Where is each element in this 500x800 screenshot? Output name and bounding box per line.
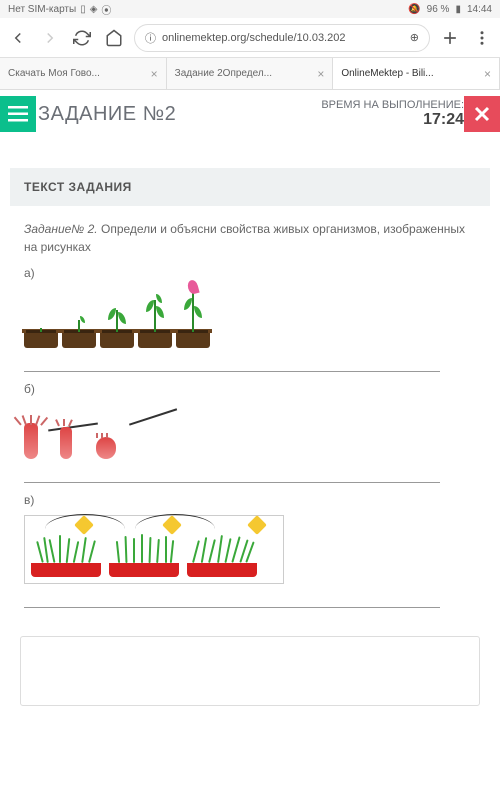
- figure-hydra: [24, 404, 476, 459]
- new-tab-button[interactable]: [438, 26, 462, 50]
- back-button[interactable]: [6, 26, 30, 50]
- task-header: ЗАДАНИЕ №2 ВРЕМЯ НА ВЫПОЛНЕНИЕ: 17:24: [0, 90, 500, 138]
- subsection-c: в): [24, 491, 476, 608]
- timer-block: ВРЕМЯ НА ВЫПОЛНЕНИЕ: 17:24: [321, 99, 464, 129]
- location-icon: ⦿: [101, 2, 111, 17]
- home-button[interactable]: [102, 26, 126, 50]
- pwa-icon[interactable]: ⊕: [410, 31, 419, 44]
- close-icon[interactable]: ×: [151, 67, 158, 81]
- label-a: а): [24, 264, 476, 282]
- answer-line-b: [24, 469, 440, 483]
- timer-label: ВРЕМЯ НА ВЫПОЛНЕНИЕ:: [321, 99, 464, 111]
- figure-phototropism: [24, 515, 284, 584]
- answer-textarea[interactable]: [20, 636, 480, 706]
- task-body: Задание№ 2. Определи и объясни свойства …: [10, 206, 490, 622]
- browser-tabs: Скачать Моя Гово... × Задание 2Определ..…: [0, 58, 500, 90]
- hamburger-menu[interactable]: [0, 96, 36, 132]
- url-bar[interactable]: ⓘ onlinemektep.org/schedule/10.03.202 ⊕: [134, 24, 430, 52]
- forward-button[interactable]: [38, 26, 62, 50]
- sim-icon: ▯: [80, 4, 86, 15]
- tab-0[interactable]: Скачать Моя Гово... ×: [0, 58, 167, 89]
- url-text: onlinemektep.org/schedule/10.03.202: [162, 32, 404, 44]
- close-icon[interactable]: ×: [317, 67, 324, 81]
- menu-button[interactable]: [470, 26, 494, 50]
- tab-label: OnlineMektep - Bili...: [341, 68, 433, 79]
- battery-percent: 96 %: [427, 4, 450, 15]
- subsection-b: б): [24, 380, 476, 483]
- label-b: б): [24, 380, 476, 398]
- figure-growth: [24, 288, 476, 348]
- subsection-a: а): [24, 264, 476, 372]
- battery-icon: ▮: [455, 4, 461, 15]
- tab-label: Скачать Моя Гово...: [8, 68, 100, 79]
- content-area: ТЕКСТ ЗАДАНИЯ Задание№ 2. Определи и объ…: [0, 138, 500, 716]
- tab-label: Задание 2Определ...: [175, 68, 272, 79]
- label-c: в): [24, 491, 476, 509]
- reload-button[interactable]: [70, 26, 94, 50]
- sim-status: Нет SIM-карты: [8, 4, 76, 15]
- bell-mute-icon: 🔕: [408, 4, 420, 15]
- wifi-icon: ◈: [90, 4, 98, 15]
- answer-line-c: [24, 594, 440, 608]
- info-icon: ⓘ: [145, 30, 156, 46]
- close-icon[interactable]: ×: [484, 67, 491, 81]
- android-status-bar: Нет SIM-карты ▯ ◈ ⦿ 🔕 96 % ▮ 14:44: [0, 0, 500, 18]
- task-prefix: Задание№ 2.: [24, 222, 98, 236]
- timer-value: 17:24: [321, 111, 464, 129]
- clock: 14:44: [467, 4, 492, 15]
- tab-1[interactable]: Задание 2Определ... ×: [167, 58, 334, 89]
- answer-line-a: [24, 358, 440, 372]
- task-title: ЗАДАНИЕ №2: [36, 103, 176, 126]
- section-header: ТЕКСТ ЗАДАНИЯ: [10, 168, 490, 206]
- tab-2[interactable]: OnlineMektep - Bili... ×: [333, 58, 500, 89]
- close-task-button[interactable]: [464, 96, 500, 132]
- browser-toolbar: ⓘ onlinemektep.org/schedule/10.03.202 ⊕: [0, 18, 500, 58]
